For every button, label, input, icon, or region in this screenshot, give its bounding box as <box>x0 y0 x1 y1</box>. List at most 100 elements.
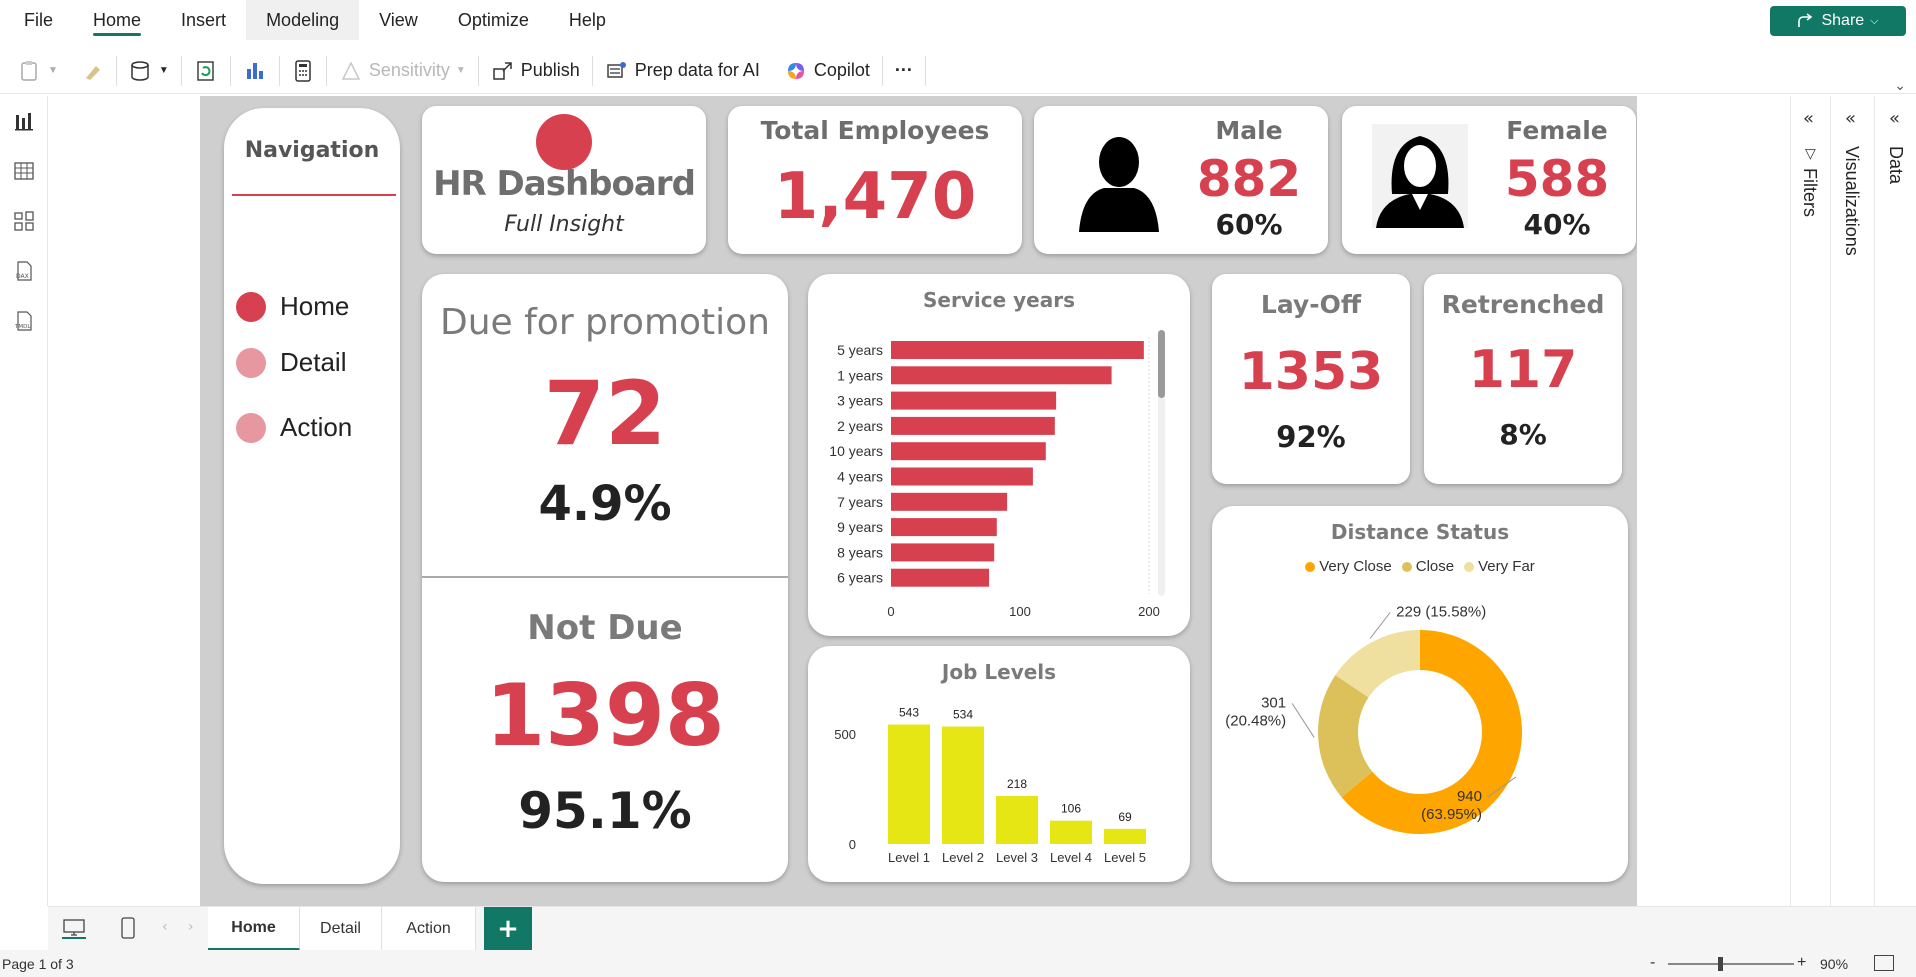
service-years-chart: 5 years 1 years 3 years 2 years 10 years 4 ye… <box>829 337 1160 619</box>
menu-view[interactable]: View <box>379 9 418 30</box>
publish-button[interactable]: Publish <box>479 51 592 91</box>
layoff-value: 1353 <box>1238 342 1384 402</box>
zoom-slider[interactable] <box>1668 957 1794 971</box>
prep-data-button[interactable]: Prep data for AI <box>593 51 772 91</box>
data-pane[interactable]: « Data <box>1874 96 1916 906</box>
sensitivity-icon <box>341 60 361 80</box>
scrollbar-thumb[interactable] <box>1158 330 1165 398</box>
format-painter-button[interactable] <box>70 51 116 91</box>
menu-help[interactable]: Help <box>568 9 606 30</box>
expand-filters-icon[interactable]: « <box>1803 108 1815 129</box>
zoom-in-button[interactable]: + <box>1797 954 1807 971</box>
publish-label: Publish <box>520 60 580 80</box>
tick-label: 0 <box>849 837 856 852</box>
bar <box>891 341 1144 359</box>
model-view-icon[interactable] <box>0 196 48 246</box>
category-label: 10 years <box>829 443 883 459</box>
menu-file[interactable]: File <box>24 9 54 30</box>
menu-insert[interactable]: Insert <box>181 9 227 30</box>
divider <box>180 55 182 86</box>
nav-item-detail[interactable]: Detail <box>236 347 346 378</box>
expand-visualizations-icon[interactable]: « <box>1845 108 1857 129</box>
category-label: 8 years <box>837 544 883 560</box>
more-button[interactable]: ··· <box>883 51 925 91</box>
calculator-button[interactable] <box>280 51 326 91</box>
tick-label: 200 <box>1138 604 1160 619</box>
not-due-pct: 95.1% <box>518 782 692 840</box>
paste-button[interactable]: ▼ <box>0 51 70 91</box>
job-levels-chart-card: Job Levels 0 500 543 Level 1 534 Level 2 218 Le… <box>808 646 1190 882</box>
copilot-button[interactable]: Copilot <box>772 51 882 91</box>
sensitivity-button[interactable]: Sensitivity ▼ <box>327 51 478 91</box>
expand-data-icon[interactable]: « <box>1889 108 1901 129</box>
dashboard-subtitle: Full Insight <box>504 212 624 237</box>
menu-bar: File Home Insert Modeling View Optimize … <box>0 0 1916 40</box>
nav-item-home[interactable]: Home <box>236 291 349 322</box>
category-label: 1 years <box>837 367 883 383</box>
more-icon: ··· <box>894 60 913 80</box>
nav-dot-icon <box>236 347 266 378</box>
title-card: HR Dashboard Full Insight <box>422 106 706 254</box>
bar <box>891 391 1057 410</box>
calculator-icon <box>295 59 311 82</box>
legend-item[interactable]: Close <box>1401 558 1454 575</box>
refresh-button[interactable] <box>182 51 230 91</box>
zoom-slider-thumb[interactable] <box>1718 957 1723 971</box>
zoom-level[interactable]: 90% <box>1820 956 1849 972</box>
filter-funnel-icon: ▽ <box>1805 146 1816 162</box>
male-value: 882 <box>1196 150 1302 208</box>
database-icon <box>131 60 149 81</box>
get-data-button[interactable]: ▼ <box>117 51 181 91</box>
category-label: Level 3 <box>996 850 1038 865</box>
nav-item-label: Home <box>280 291 350 321</box>
due-promotion-label: Due for promotion <box>439 302 770 343</box>
copilot-label: Copilot <box>813 60 870 80</box>
next-page-icon[interactable]: › <box>188 919 194 935</box>
share-label: Share <box>1821 12 1865 29</box>
nav-item-action[interactable]: Action <box>236 412 352 443</box>
legend-label: Very Close <box>1319 558 1392 575</box>
tmdl-view-icon[interactable]: TMDL <box>0 296 48 346</box>
category-label: 3 years <box>837 393 883 409</box>
filters-pane[interactable]: « ▽ Filters <box>1790 96 1830 906</box>
chart-legend: Very Close Close Very Far <box>1212 558 1628 575</box>
report-view-icon[interactable] <box>0 96 48 146</box>
collapse-ribbon-icon[interactable]: ⌄ <box>1894 78 1906 94</box>
dax-query-view-icon[interactable]: DAX <box>0 246 48 296</box>
mobile-layout-icon[interactable] <box>120 917 136 943</box>
navigation-title: Navigation <box>244 138 380 163</box>
table-view-icon[interactable] <box>0 146 48 196</box>
donut-slice <box>1335 630 1420 698</box>
desktop-layout-icon[interactable] <box>62 917 86 939</box>
svg-text:DAX: DAX <box>16 273 29 280</box>
legend-item[interactable]: Very Close <box>1305 558 1392 575</box>
female-value: 588 <box>1504 150 1610 208</box>
prev-page-icon[interactable]: ‹ <box>162 919 168 935</box>
page-tab-home[interactable]: Home <box>208 907 300 951</box>
data-label-line: (63.95%) <box>1421 806 1482 823</box>
share-button[interactable]: Share ⌵ <box>1770 6 1906 36</box>
page-tab-detail[interactable]: Detail <box>300 907 382 951</box>
not-due-value: 1398 <box>485 666 725 766</box>
data-label: 218 <box>1007 777 1027 791</box>
menu-home[interactable]: Home <box>73 0 161 40</box>
add-page-button[interactable]: + <box>484 907 532 951</box>
promotion-card: Due for promotion 72 4.9% Not Due 1398 9… <box>422 274 788 882</box>
category-label: 6 years <box>837 570 883 586</box>
page-tab-action[interactable]: Action <box>382 907 476 951</box>
visualizations-pane[interactable]: « Visualizations <box>1830 96 1874 906</box>
nav-dot-icon <box>236 412 266 443</box>
legend-item[interactable]: Very Far <box>1464 558 1535 575</box>
new-visual-button[interactable] <box>231 51 279 91</box>
male-card: Male 882 60% <box>1034 106 1328 254</box>
menu-modeling[interactable]: Modeling <box>246 0 360 40</box>
chart-scrollbar[interactable] <box>1158 330 1165 596</box>
fit-to-page-icon[interactable] <box>1874 955 1894 971</box>
data-label: 69 <box>1118 810 1132 824</box>
zoom-out-button[interactable]: - <box>1650 954 1656 971</box>
data-label-line: 229 (15.58%) <box>1396 603 1486 620</box>
refresh-icon <box>197 60 214 81</box>
menu-optimize[interactable]: Optimize <box>457 9 529 30</box>
bar <box>1104 828 1146 844</box>
publish-icon <box>493 61 512 80</box>
